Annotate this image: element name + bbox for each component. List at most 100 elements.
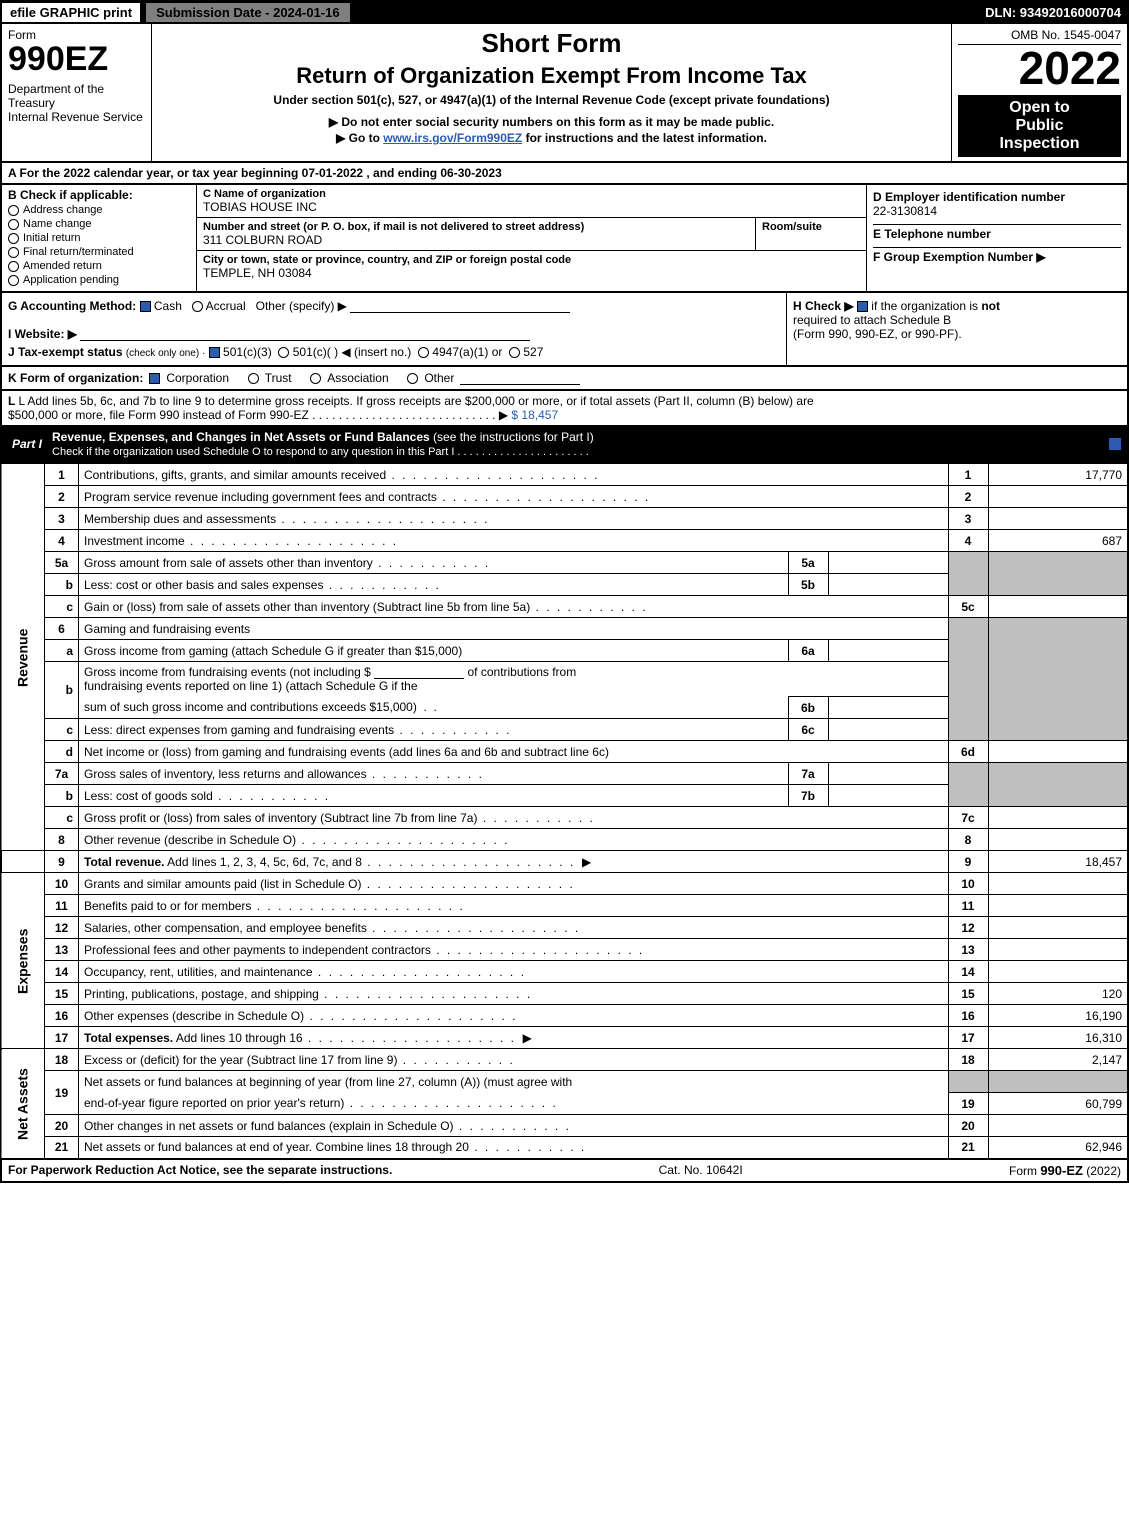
d-label: D Employer identification number bbox=[873, 190, 1121, 204]
val: 17,770 bbox=[988, 464, 1128, 486]
box: 15 bbox=[948, 983, 988, 1005]
val: 18,457 bbox=[988, 851, 1128, 873]
checkbox-icon[interactable] bbox=[407, 373, 418, 384]
box: 5c bbox=[948, 596, 988, 618]
shade-box bbox=[948, 763, 988, 807]
footer-mid: Cat. No. 10642I bbox=[659, 1163, 743, 1178]
website-blank[interactable] bbox=[80, 327, 530, 341]
desc: Other revenue (describe in Schedule O) bbox=[79, 829, 949, 851]
sublabel: 6b bbox=[788, 697, 828, 719]
row-19a: 19 Net assets or fund balances at beginn… bbox=[1, 1071, 1128, 1093]
val: 120 bbox=[988, 983, 1128, 1005]
desc: Gross amount from sale of assets other t… bbox=[79, 552, 789, 574]
checkbox-checked-icon[interactable] bbox=[149, 373, 160, 384]
val bbox=[988, 939, 1128, 961]
form-header: Form 990EZ Department of the Treasury In… bbox=[0, 24, 1129, 163]
checkbox-icon[interactable] bbox=[8, 205, 19, 216]
d1: Gross income from fundraising events (no… bbox=[84, 665, 371, 679]
lineno: 21 bbox=[45, 1137, 79, 1159]
l-line1: L Add lines 5b, 6c, and 7b to line 9 to … bbox=[18, 394, 813, 408]
checkbox-checked-icon[interactable] bbox=[209, 347, 220, 358]
checkbox-icon[interactable] bbox=[8, 275, 19, 286]
f-row: F Group Exemption Number ▶ bbox=[873, 248, 1121, 270]
netassets-side-label: Net Assets bbox=[1, 1049, 45, 1159]
c-city-row: City or town, state or province, country… bbox=[197, 251, 866, 283]
title-cell: Short Form Return of Organization Exempt… bbox=[152, 24, 952, 161]
k-other-blank[interactable] bbox=[460, 371, 580, 385]
row-5c: c Gain or (loss) from sale of assets oth… bbox=[1, 596, 1128, 618]
top-bar: efile GRAPHIC print Submission Date - 20… bbox=[0, 0, 1129, 24]
k-o1: Trust bbox=[265, 371, 292, 385]
checkbox-checked-icon[interactable] bbox=[140, 301, 151, 312]
d3: sum of such gross income and contributio… bbox=[84, 700, 417, 714]
box: 3 bbox=[948, 508, 988, 530]
b-opt-4-label: Amended return bbox=[23, 260, 102, 272]
sub3-pre: ▶ Go to bbox=[336, 131, 383, 145]
org-street: 311 COLBURN ROAD bbox=[203, 233, 749, 247]
subval bbox=[828, 785, 948, 807]
dln-label: DLN: 93492016000704 bbox=[985, 5, 1129, 20]
lineno: 11 bbox=[45, 895, 79, 917]
desc-text: Gain or (loss) from sale of assets other… bbox=[84, 600, 648, 614]
checkbox-icon[interactable] bbox=[248, 373, 259, 384]
part-title-text: Revenue, Expenses, and Changes in Net As… bbox=[52, 430, 433, 444]
desc: Gross profit or (loss) from sales of inv… bbox=[79, 807, 949, 829]
j-o3: 4947(a)(1) or bbox=[432, 345, 502, 359]
d-row: D Employer identification number 22-3130… bbox=[873, 188, 1121, 225]
val bbox=[988, 1115, 1128, 1137]
g-other-blank[interactable] bbox=[350, 299, 570, 313]
checkbox-icon[interactable] bbox=[8, 261, 19, 272]
k-label: K Form of organization: bbox=[8, 371, 143, 385]
irs-link[interactable]: www.irs.gov/Form990EZ bbox=[383, 131, 522, 145]
shade-box bbox=[948, 1071, 988, 1093]
checkbox-icon[interactable] bbox=[278, 347, 289, 358]
checkbox-icon[interactable] bbox=[8, 233, 19, 244]
g-i-j-col: G Accounting Method: Cash Accrual Other … bbox=[2, 293, 787, 365]
lineno: 12 bbox=[45, 917, 79, 939]
lineno: 5a bbox=[45, 552, 79, 574]
sub-line-1: Under section 501(c), 527, or 4947(a)(1)… bbox=[158, 93, 945, 107]
row-19b: end-of-year figure reported on prior yea… bbox=[1, 1093, 1128, 1115]
box: 12 bbox=[948, 917, 988, 939]
checkbox-checked-icon[interactable] bbox=[857, 301, 868, 312]
form-number-cell: Form 990EZ Department of the Treasury In… bbox=[2, 24, 152, 161]
h-t3: required to attach Schedule B bbox=[793, 313, 951, 327]
blank[interactable] bbox=[374, 665, 464, 679]
row-7a: 7a Gross sales of inventory, less return… bbox=[1, 763, 1128, 785]
lineno: 4 bbox=[45, 530, 79, 552]
val bbox=[988, 895, 1128, 917]
dept-line2: Internal Revenue Service bbox=[8, 110, 145, 124]
shade-val bbox=[988, 618, 1128, 741]
lineno: 14 bbox=[45, 961, 79, 983]
checkbox-icon[interactable] bbox=[310, 373, 321, 384]
part-title-note: (see the instructions for Part I) bbox=[433, 430, 594, 444]
checkbox-icon[interactable] bbox=[8, 219, 19, 230]
box: 13 bbox=[948, 939, 988, 961]
checkbox-icon[interactable] bbox=[418, 347, 429, 358]
checkbox-checked-icon[interactable] bbox=[1109, 438, 1121, 450]
subval bbox=[828, 719, 948, 741]
desc-text: Contributions, gifts, grants, and simila… bbox=[84, 468, 600, 482]
short-form-label: Short Form bbox=[158, 28, 945, 59]
submission-date: Submission Date - 2024-01-16 bbox=[146, 3, 350, 22]
lineno: c bbox=[45, 719, 79, 741]
d1b: of contributions from bbox=[468, 665, 577, 679]
box: 17 bbox=[948, 1027, 988, 1049]
shade-box bbox=[948, 618, 988, 741]
row-11: 11 Benefits paid to or for members 11 bbox=[1, 895, 1128, 917]
val: 62,946 bbox=[988, 1137, 1128, 1159]
checkbox-icon[interactable] bbox=[8, 247, 19, 258]
tax-year: 2022 bbox=[958, 45, 1121, 91]
checkbox-icon[interactable] bbox=[509, 347, 520, 358]
b-opt-1: Name change bbox=[8, 218, 190, 230]
checkbox-icon[interactable] bbox=[192, 301, 203, 312]
footer-left: For Paperwork Reduction Act Notice, see … bbox=[8, 1163, 392, 1178]
desc: Less: cost or other basis and sales expe… bbox=[79, 574, 789, 596]
row-6d: d Net income or (loss) from gaming and f… bbox=[1, 741, 1128, 763]
lineno: 13 bbox=[45, 939, 79, 961]
row-15: 15 Printing, publications, postage, and … bbox=[1, 983, 1128, 1005]
desc: Net assets or fund balances at end of ye… bbox=[79, 1137, 949, 1159]
col-c: C Name of organization TOBIAS HOUSE INC … bbox=[197, 185, 867, 291]
sublabel: 6a bbox=[788, 640, 828, 662]
b-opt-0-label: Address change bbox=[23, 204, 103, 216]
